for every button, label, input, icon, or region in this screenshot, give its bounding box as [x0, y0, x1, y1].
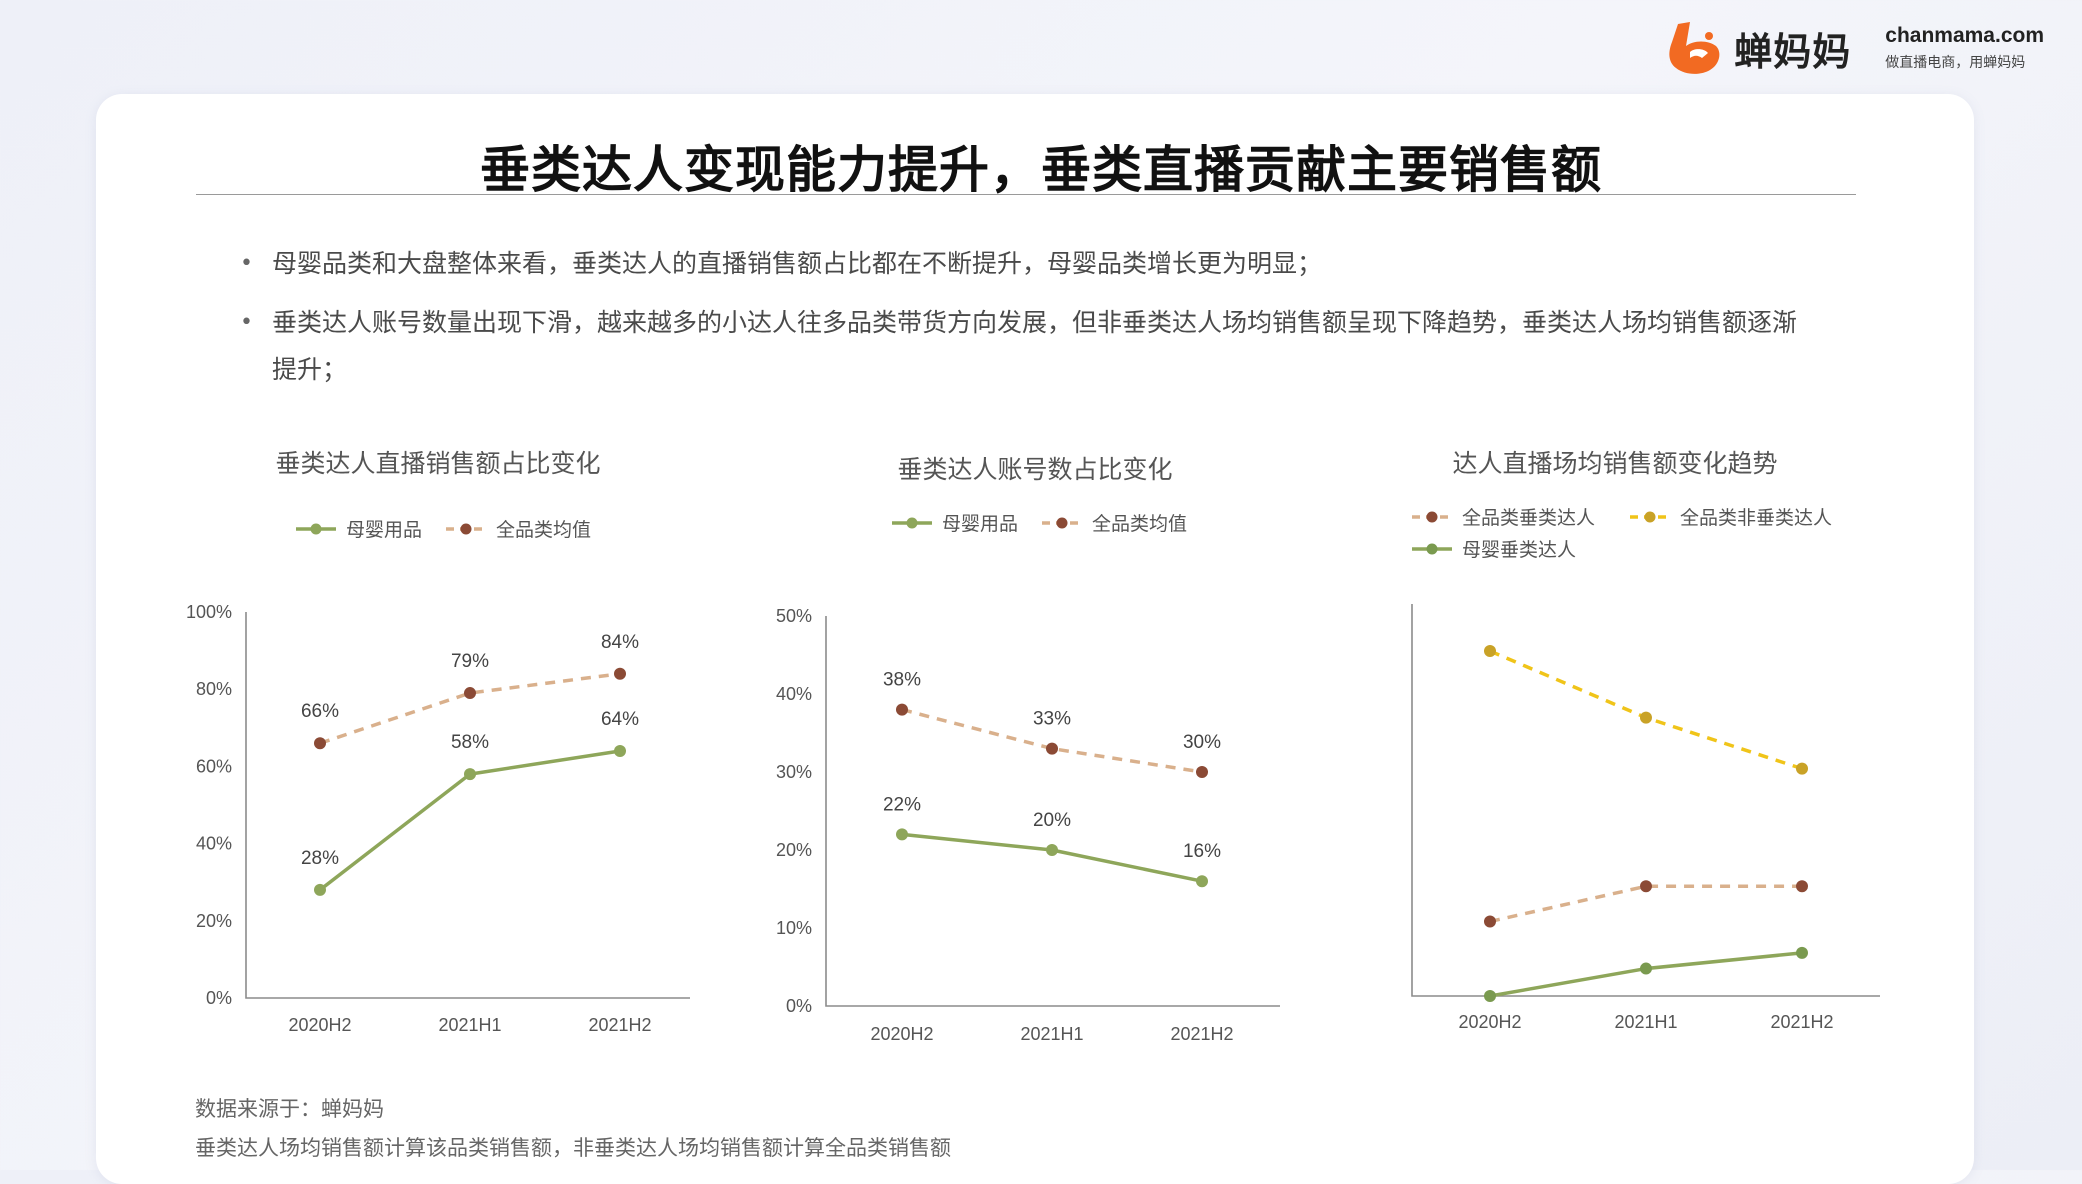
- data-point: [464, 687, 476, 700]
- data-point: [614, 744, 626, 757]
- data-label: 28%: [301, 848, 339, 869]
- y-tick-label: 40%: [776, 684, 812, 704]
- brand-domain: chanmama.com: [1885, 24, 2044, 47]
- data-point: [1196, 766, 1208, 778]
- data-point: [1484, 645, 1496, 658]
- data-label: 22%: [883, 794, 921, 815]
- legend-swatch-marker: [906, 517, 918, 529]
- y-tick-label: 60%: [196, 756, 232, 776]
- legend-label: 母婴用品: [942, 513, 1018, 535]
- y-tick-label: 50%: [776, 606, 812, 626]
- legend-label: 全品类均值: [1092, 513, 1187, 535]
- data-point: [1046, 742, 1058, 755]
- data-label: 16%: [1183, 841, 1221, 862]
- data-label: 79%: [451, 651, 489, 672]
- x-tick-label: 2020H2: [870, 1024, 933, 1044]
- legend-swatch-marker: [1426, 511, 1438, 523]
- data-point: [1484, 990, 1496, 1002]
- x-tick-label: 2020H2: [288, 1015, 351, 1035]
- y-tick-label: 30%: [776, 762, 812, 782]
- brand-slogan: 做直播电商，用蝉妈妈: [1885, 55, 2026, 71]
- x-tick-label: 2021H2: [1770, 1012, 1833, 1032]
- data-label: 58%: [451, 732, 489, 753]
- data-label: 33%: [1033, 709, 1071, 730]
- data-label: 84%: [601, 632, 639, 653]
- y-tick-label: 0%: [786, 996, 812, 1016]
- chart-axis: [825, 616, 1280, 1007]
- y-tick-label: 20%: [196, 911, 232, 931]
- bullet-list: 母婴品类和大盘整体来看，垂类达人的直播销售额占比都在不断提升，母婴品类增长更为明…: [240, 240, 1800, 405]
- data-point: [896, 828, 908, 841]
- data-label: 38%: [883, 670, 921, 691]
- series-line: [1489, 649, 1803, 771]
- data-label: 64%: [601, 709, 639, 730]
- series-line: [319, 672, 621, 745]
- legend-swatch-marker: [1056, 517, 1068, 529]
- x-tick-label: 2021H1: [1020, 1024, 1083, 1044]
- footnote-method: 垂类达人场均销售额计算该品类销售额，非垂类达人场均销售额计算全品类销售额: [195, 1136, 951, 1160]
- y-tick-label: 100%: [186, 602, 232, 622]
- data-point: [1046, 844, 1058, 856]
- data-point: [314, 883, 326, 896]
- data-label: 20%: [1033, 810, 1071, 831]
- legend-swatch-marker: [1644, 511, 1656, 523]
- footnote-source: 数据来源于：蝉妈妈: [195, 1097, 384, 1121]
- data-point: [1640, 711, 1652, 724]
- legend-label: 母婴用品: [346, 519, 422, 541]
- data-point: [1640, 962, 1652, 975]
- y-tick-label: 0%: [206, 988, 232, 1008]
- title-divider: [196, 194, 1856, 195]
- data-point: [1796, 946, 1808, 959]
- data-point: [614, 667, 626, 680]
- y-tick-label: 20%: [776, 840, 812, 860]
- chart-axis: [245, 612, 690, 999]
- y-tick-label: 10%: [776, 918, 812, 938]
- data-label: 30%: [1183, 732, 1221, 753]
- x-tick-label: 2021H1: [438, 1015, 501, 1035]
- data-label: 66%: [301, 701, 339, 722]
- footnotes: 数据来源于：蝉妈妈 垂类达人场均销售额计算该品类销售额，非垂类达人场均销售额计算…: [195, 1090, 951, 1168]
- legend-label: 母婴垂类达人: [1462, 539, 1576, 561]
- legend-swatch-marker: [1426, 543, 1438, 555]
- chanmama-logo-icon: [1669, 22, 1720, 74]
- legend-label: 全品类均值: [496, 519, 591, 541]
- legend-label: 全品类垂类达人: [1462, 507, 1595, 529]
- chart-title: 达人直播场均销售额变化趋势: [1452, 449, 1777, 478]
- legend-label: 全品类非垂类达人: [1680, 507, 1832, 529]
- bullet-item: 垂类达人账号数量出现下滑，越来越多的小达人往多品类带货方向发展，但非垂类达人场均…: [240, 299, 1800, 393]
- x-tick-label: 2021H2: [1170, 1024, 1233, 1044]
- x-tick-label: 2021H1: [1614, 1012, 1677, 1032]
- brand-header: 蝉妈妈 chanmama.com 做直播电商，用蝉妈妈: [1664, 18, 2044, 78]
- y-tick-label: 80%: [196, 679, 232, 699]
- x-tick-label: 2021H2: [588, 1015, 651, 1035]
- brand-name: 蝉妈妈: [1734, 29, 1852, 74]
- chart-axis: [1411, 604, 1880, 997]
- data-point: [1196, 875, 1208, 888]
- y-tick-label: 40%: [196, 834, 232, 854]
- page-title: 垂类达人变现能力提升，垂类直播贡献主要销售额: [480, 141, 1602, 199]
- data-point: [314, 737, 326, 750]
- data-point: [1484, 915, 1496, 928]
- data-point: [464, 768, 476, 781]
- chart-title: 垂类达人账号数占比变化: [897, 455, 1172, 484]
- chart-title: 垂类达人直播销售额占比变化: [275, 449, 600, 478]
- data-point: [1640, 880, 1652, 893]
- data-point: [1796, 880, 1808, 893]
- legend-swatch-marker: [460, 523, 472, 535]
- legend-swatch-marker: [310, 523, 322, 535]
- bullet-item: 母婴品类和大盘整体来看，垂类达人的直播销售额占比都在不断提升，母婴品类增长更为明…: [240, 240, 1800, 287]
- series-line: [901, 707, 1203, 774]
- series-line: [901, 832, 1203, 883]
- x-tick-label: 2020H2: [1458, 1012, 1521, 1032]
- data-point: [1796, 762, 1808, 775]
- data-point: [896, 703, 908, 716]
